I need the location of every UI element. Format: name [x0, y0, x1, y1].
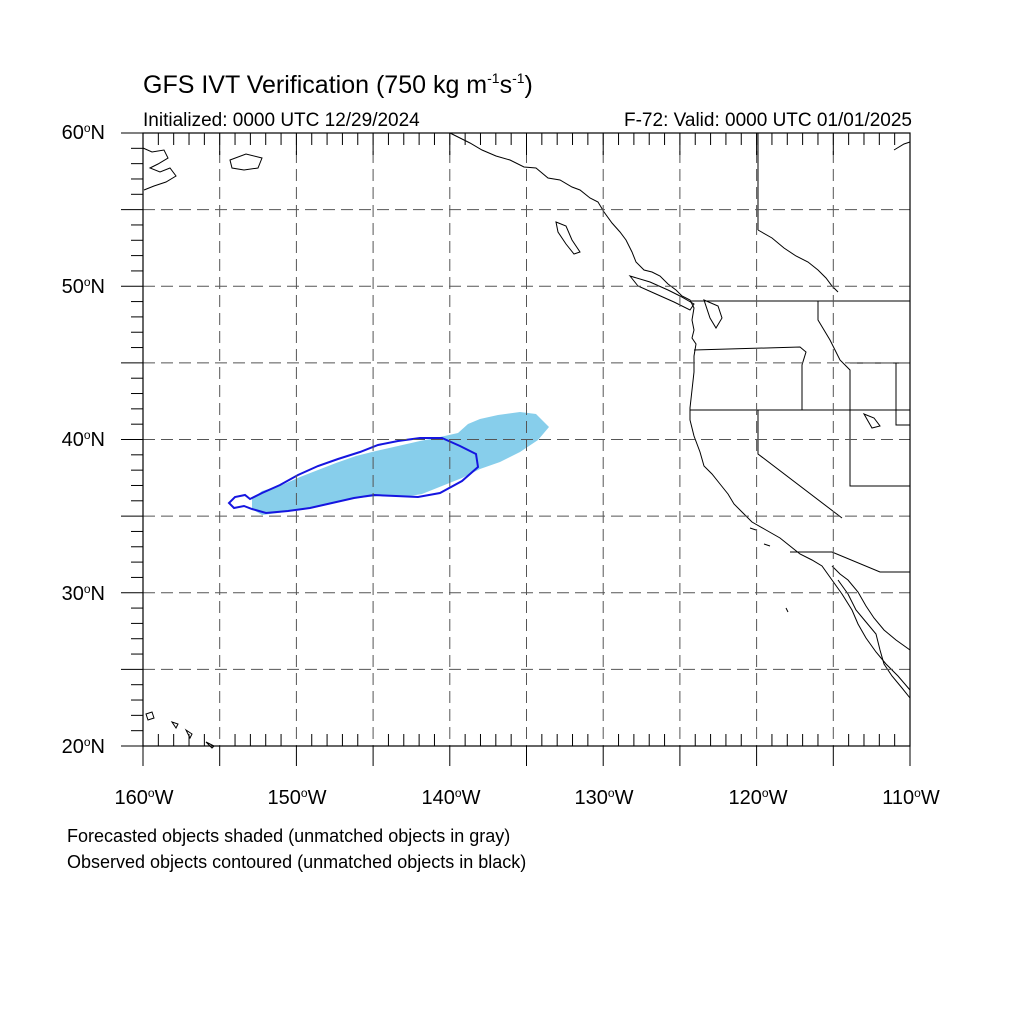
lat-label-60n: 60oN — [61, 121, 105, 144]
lat-label-40n: 40oN — [61, 428, 105, 451]
map-frame — [142, 132, 911, 747]
forecast-legend-note: Forecasted objects shaded (unmatched obj… — [67, 826, 511, 846]
lon-label-160w: 160oW — [114, 786, 174, 809]
lon-label-130w: 130oW — [574, 786, 634, 809]
map-title: GFS IVT Verification (750 kg m-1s-1) — [143, 70, 533, 99]
lon-label-150w: 150oW — [267, 786, 327, 809]
initialized-time: Initialized: 0000 UTC 12/29/2024 — [143, 110, 420, 131]
lat-label-50n: 50oN — [61, 275, 105, 298]
lon-label-120w: 120oW — [728, 786, 788, 809]
observed-object-contour — [227, 437, 480, 515]
lat-label-20n: 20oN — [61, 735, 105, 758]
lon-label-140w: 140oW — [421, 786, 481, 809]
observed-legend-note: Observed objects contoured (unmatched ob… — [67, 852, 527, 872]
forecast-object — [252, 412, 549, 515]
axis-ticks — [121, 132, 911, 766]
lat-label-30n: 30oN — [61, 582, 105, 605]
lon-label-110w: 110oW — [882, 786, 940, 809]
graticule — [143, 133, 910, 746]
coastlines — [142, 132, 911, 749]
valid-time: F-72: Valid: 0000 UTC 01/01/2025 — [624, 110, 912, 131]
state-borders — [690, 133, 910, 573]
